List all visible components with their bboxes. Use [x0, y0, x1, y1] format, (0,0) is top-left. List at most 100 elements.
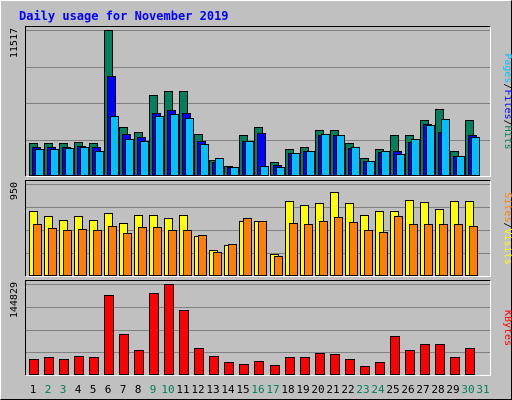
- bar-sites-day-10: [168, 230, 177, 276]
- bar-kbytes-day-9: [149, 293, 159, 375]
- chart-panels: 11517Pages/Files/Hits950Sites/Visits1448…: [9, 26, 512, 376]
- x-tick-label-21: 21: [326, 383, 339, 396]
- bar-pages-day-24: [381, 151, 390, 176]
- bar-kbytes-day-3: [59, 359, 69, 375]
- x-tick-label-1: 1: [30, 383, 37, 396]
- bar-kbytes-day-11: [179, 310, 189, 375]
- bar-pages-day-2: [50, 149, 59, 176]
- bar-pages-day-1: [35, 149, 44, 176]
- legend-entry-hits: Hits: [502, 126, 512, 150]
- bar-kbytes-day-2: [44, 357, 54, 375]
- bar-sites-day-9: [153, 227, 162, 276]
- x-tick-label-16: 16: [251, 383, 264, 396]
- legend-entry-sites: Sites: [502, 192, 512, 222]
- x-tick-label-28: 28: [431, 383, 444, 396]
- bar-pages-day-13: [215, 158, 224, 176]
- panel-middle: 950 Sites/Visits: [9, 180, 512, 277]
- x-tick-label-13: 13: [206, 383, 219, 396]
- chart-title: Daily usage for November 2019: [19, 9, 229, 23]
- x-tick-label-8: 8: [135, 383, 142, 396]
- bar-pages-day-22: [351, 147, 360, 176]
- plot-frame-dark-top: [25, 26, 491, 177]
- bar-sites-day-5: [93, 230, 102, 276]
- bar-sites-day-2: [48, 228, 57, 276]
- x-tick-label-26: 26: [401, 383, 414, 396]
- x-tick-label-22: 22: [341, 383, 354, 396]
- bar-pages-day-23: [366, 161, 375, 176]
- x-tick-label-5: 5: [90, 383, 97, 396]
- x-tick-label-27: 27: [416, 383, 429, 396]
- x-tick-label-10: 10: [161, 383, 174, 396]
- bar-pages-day-15: [245, 141, 254, 176]
- bar-kbytes-day-13: [209, 356, 219, 375]
- series-kbytes: [29, 284, 475, 375]
- x-tick-label-9: 9: [150, 383, 157, 396]
- bar-kbytes-day-26: [405, 350, 415, 375]
- bar-pages-day-8: [140, 141, 149, 176]
- ymax-label-middle: 950: [9, 182, 20, 200]
- bar-sites-day-19: [304, 224, 313, 276]
- bar-kbytes-day-10: [164, 284, 174, 375]
- bar-kbytes-day-20: [315, 353, 325, 375]
- bar-pages-day-10: [170, 114, 179, 176]
- bar-kbytes-day-23: [360, 366, 370, 375]
- bar-sites-day-13: [213, 252, 222, 276]
- legend-separator: /: [502, 120, 512, 126]
- x-tick-label-24: 24: [371, 383, 385, 396]
- x-tick-label-20: 20: [311, 383, 324, 396]
- bar-kbytes-day-7: [119, 334, 129, 375]
- legend-separator: /: [502, 222, 512, 228]
- bar-kbytes-day-19: [300, 357, 310, 375]
- bar-sites-day-23: [364, 230, 373, 276]
- bar-pages-day-12: [200, 144, 209, 176]
- bar-pages-day-19: [306, 151, 315, 176]
- bar-sites-day-18: [289, 223, 298, 276]
- x-tick-label-3: 3: [60, 383, 67, 396]
- bar-pages-day-11: [185, 118, 194, 176]
- bar-kbytes-day-18: [285, 357, 295, 375]
- x-tick-label-30: 30: [461, 383, 474, 396]
- x-tick-label-7: 7: [120, 383, 127, 396]
- x-tick-label-31: 31: [476, 383, 489, 396]
- bar-sites-day-27: [424, 224, 433, 276]
- series-sites: [33, 216, 478, 276]
- x-tick-label-12: 12: [191, 383, 204, 396]
- series-pages: [35, 114, 480, 176]
- bar-sites-day-21: [334, 217, 343, 276]
- bar-sites-day-30: [469, 226, 478, 276]
- bar-pages-day-29: [456, 156, 465, 176]
- x-tick-label-4: 4: [75, 383, 82, 396]
- bar-kbytes-day-12: [194, 348, 204, 375]
- bar-pages-day-25: [396, 154, 405, 176]
- bar-sites-day-7: [123, 233, 132, 276]
- legend-top: Pages/Files/Hits: [502, 53, 512, 149]
- x-tick-label-15: 15: [236, 383, 249, 396]
- bar-kbytes-day-17: [270, 365, 280, 375]
- bar-sites-day-8: [138, 227, 147, 276]
- legend-entry-kbytes: KBytes: [502, 310, 512, 346]
- bar-sites-day-12: [198, 235, 207, 276]
- plot-frame-light-top: [25, 26, 491, 177]
- bar-pages-day-9: [155, 116, 164, 176]
- bar-sites-day-25: [394, 216, 403, 276]
- x-tick-label-23: 23: [356, 383, 369, 396]
- x-tick-label-29: 29: [446, 383, 459, 396]
- bar-pages-day-20: [321, 134, 330, 176]
- x-tick-label-25: 25: [386, 383, 399, 396]
- bar-sites-day-26: [409, 224, 418, 276]
- bar-pages-day-7: [125, 139, 134, 176]
- bar-kbytes-day-29: [450, 357, 460, 375]
- bar-sites-day-28: [439, 224, 448, 276]
- bar-pages-day-27: [426, 125, 435, 176]
- bar-kbytes-day-25: [390, 336, 400, 375]
- plot-frame-light-middle: [25, 180, 491, 277]
- x-tick-label-11: 11: [176, 383, 189, 396]
- bar-kbytes-day-30: [465, 348, 475, 375]
- bar-sites-day-6: [108, 226, 117, 276]
- bar-pages-day-3: [65, 148, 74, 176]
- bar-kbytes-day-16: [254, 361, 264, 375]
